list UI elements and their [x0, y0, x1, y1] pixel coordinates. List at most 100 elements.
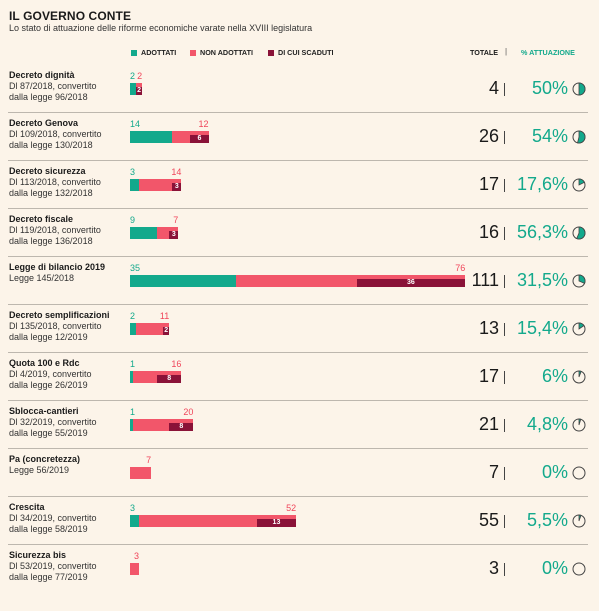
- header-separator: |: [505, 47, 508, 56]
- label-scaduti: 2: [164, 327, 169, 334]
- label-scaduti: 3: [171, 231, 176, 238]
- row-name: Sicurezza bis: [9, 550, 67, 560]
- chart-row: Decreto sicurezza Dl 113/2018, convertito…: [0, 166, 599, 210]
- attuazione-pie-icon: [572, 418, 586, 432]
- total-separator: [504, 83, 505, 96]
- row-attuazione: 50%: [531, 78, 568, 98]
- row-name: Decreto Genova: [9, 118, 79, 128]
- row-divider: [8, 448, 588, 449]
- row-subtitle: Dl 34/2019, convertito dalla legge 58/20…: [9, 513, 97, 534]
- row-attuazione: 15,4%: [516, 318, 568, 338]
- row-subtitle: Legge 145/2018: [9, 273, 75, 283]
- legend-non-adottati: NON ADOTTATI: [190, 48, 253, 57]
- label-scaduti: 2: [137, 87, 141, 94]
- bar-scaduti: [169, 423, 194, 431]
- row-total: 111: [471, 270, 499, 290]
- total-separator: [504, 275, 505, 288]
- chart-row: Legge di bilancio 2019 Legge 145/2018 35 76…: [0, 262, 599, 306]
- row-subtitle: Dl 53/2019, convertito dalla legge 77/20…: [9, 561, 97, 582]
- row-total: 21: [478, 414, 499, 434]
- row-subtitle: Legge 56/2019: [9, 465, 70, 475]
- attuazione-pie-icon: [572, 178, 586, 192]
- legend-swatch-adottati: [131, 49, 137, 56]
- label-scaduti: 36: [406, 279, 415, 286]
- bar-scaduti: [172, 183, 182, 191]
- row-attuazione: 0%: [541, 462, 568, 482]
- row-subtitle: Dl 87/2018, convertito dalla legge 96/20…: [9, 81, 97, 102]
- row-total: 3: [488, 558, 499, 578]
- row-divider: [8, 352, 588, 353]
- row-name: Sblocca-cantieri: [9, 406, 79, 416]
- label-scaduti: 3: [174, 183, 179, 190]
- row-name: Crescita: [9, 502, 45, 512]
- chart-row: Pa (concretezza) Legge 56/2019 7 7 0%: [0, 454, 599, 498]
- attuazione-pie-icon: [572, 322, 586, 336]
- legend-scaduti: DI CUI SCADUTI: [268, 48, 334, 57]
- label-adottati: 1: [130, 359, 136, 369]
- total-separator: [504, 467, 505, 480]
- bar-adottati: [130, 131, 173, 143]
- legend-label-scaduti: DI CUI SCADUTI: [278, 48, 334, 57]
- row-divider: [8, 208, 588, 209]
- row-total: 17: [478, 174, 499, 194]
- attuazione-pie-icon: [572, 226, 586, 240]
- bar-non-adottati: [130, 563, 140, 575]
- bar-non-adottati: [139, 515, 297, 527]
- bar-scaduti: [169, 231, 179, 239]
- legend-swatch-non-adottati: [190, 49, 196, 56]
- row-divider: [8, 304, 588, 305]
- label-scaduti: 6: [197, 135, 202, 142]
- total-separator: [504, 419, 505, 432]
- attuazione-pie-icon: [572, 370, 586, 384]
- row-total: 13: [478, 318, 499, 338]
- bar-scaduti: [356, 279, 466, 287]
- bar-adottati: [130, 83, 137, 95]
- row-attuazione: 6%: [541, 366, 568, 386]
- row-name: Quota 100 e Rdc: [9, 358, 80, 368]
- label-adottati: 2: [130, 71, 136, 81]
- label-non-adottati: 20: [183, 407, 194, 417]
- attuazione-pie-icon: [572, 274, 586, 288]
- chart-row: Decreto dignità Dl 87/2018, convertito da…: [0, 70, 599, 114]
- label-scaduti: 8: [179, 423, 184, 430]
- row-divider: [8, 160, 588, 161]
- bar-adottati: [130, 323, 137, 335]
- label-adottati: 9: [130, 215, 136, 225]
- bar-non-adottati: [136, 323, 170, 335]
- bar-scaduti: [136, 87, 143, 95]
- row-total: 16: [478, 222, 499, 242]
- label-adottati: 3: [130, 167, 136, 177]
- row-divider: [8, 112, 588, 113]
- chart-row: Decreto semplificazioni Dl 135/2018, conv…: [0, 310, 599, 354]
- row-subtitle: Dl 4/2019, convertito dalla legge 26/201…: [9, 369, 92, 390]
- bar-non-adottati: [130, 467, 152, 479]
- bar-adottati: [130, 371, 134, 383]
- label-non-adottati: 16: [171, 359, 182, 369]
- bar-scaduti: [157, 375, 182, 383]
- chart-row: Decreto Genova Dl 109/2018, convertito da…: [0, 118, 599, 162]
- chart-row: Sicurezza bis Dl 53/2019, convertito dall…: [0, 550, 599, 594]
- row-name: Decreto fiscale: [9, 214, 74, 224]
- row-total: 7: [488, 462, 499, 482]
- row-divider: [8, 400, 588, 401]
- total-separator: [504, 323, 505, 336]
- chart-subtitle: Lo stato di attuazione delle riforme eco…: [9, 23, 313, 33]
- row-attuazione: 54%: [531, 126, 568, 146]
- label-adottati: 14: [130, 119, 141, 129]
- row-total: 17: [478, 366, 499, 386]
- row-name: Legge di bilancio 2019: [9, 262, 106, 272]
- label-adottati: 1: [130, 407, 136, 417]
- row-subtitle: Dl 109/2018, convertito dalla legge 130/…: [9, 129, 102, 150]
- label-non-adottati: 7: [146, 455, 152, 465]
- label-non-adottati: 2: [137, 71, 143, 81]
- row-total: 26: [478, 126, 499, 146]
- legend-swatch-scaduti: [268, 49, 274, 56]
- row-name: Decreto semplificazioni: [9, 310, 110, 320]
- row-subtitle: Dl 32/2019, convertito dalla legge 55/20…: [9, 417, 97, 438]
- total-separator: [504, 227, 505, 240]
- chart-row: Decreto fiscale Dl 119/2018, convertito d…: [0, 214, 599, 258]
- chart-row: Quota 100 e Rdc Dl 4/2019, convertito dal…: [0, 358, 599, 402]
- bar-adottati: [130, 275, 236, 287]
- label-non-adottati: 3: [134, 551, 140, 561]
- row-attuazione: 5,5%: [526, 510, 568, 530]
